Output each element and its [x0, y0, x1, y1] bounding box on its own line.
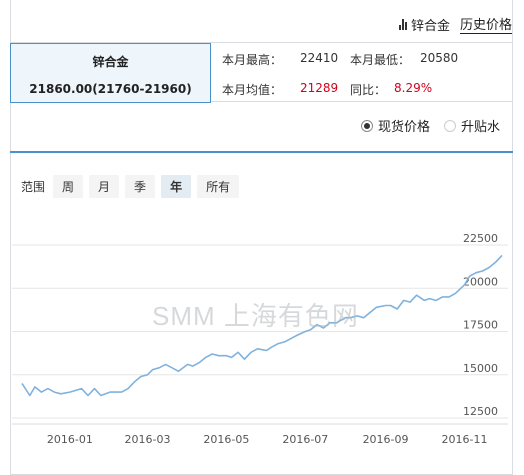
radio-premium-label: 升贴水: [460, 120, 500, 135]
radio-premium[interactable]: 升贴水: [443, 116, 500, 135]
x-tick-label: 2016-07: [282, 433, 328, 446]
bar-chart-icon: [398, 18, 407, 30]
range-year-button[interactable]: 年: [161, 175, 192, 198]
metal-link[interactable]: 锌合金: [398, 15, 450, 34]
range-all-button[interactable]: 所有: [197, 175, 240, 198]
section-divider: [10, 151, 513, 153]
range-week-button[interactable]: 周: [53, 175, 84, 198]
price-type-selector: 现货价格 升贴水: [360, 116, 500, 135]
month-avg-value: 21289: [300, 81, 339, 95]
month-low-value: 20580: [420, 51, 459, 65]
metal-name: 锌合金: [92, 55, 129, 69]
range-selector: 范围 周 月 季 年 所有: [21, 175, 245, 198]
price-series-line: [21, 254, 503, 397]
spot-price: 21860.00(21760-21960): [29, 82, 192, 96]
month-high-label: 本月最高：: [222, 53, 283, 67]
radio-spot-price[interactable]: 现货价格: [360, 116, 430, 135]
range-month-button[interactable]: 月: [89, 175, 120, 198]
range-label: 范围: [21, 180, 46, 194]
month-high-value: 22410: [300, 51, 339, 65]
y-tick-label: 22500: [463, 232, 498, 245]
radio-unchecked-icon: [443, 119, 456, 132]
watermark: SMM 上海有色网: [152, 301, 359, 331]
range-quarter-button[interactable]: 季: [125, 175, 156, 198]
yoy-label: 同比：: [350, 83, 387, 97]
history-price-link[interactable]: 历史价格: [459, 14, 512, 34]
x-tick-label: 2016-09: [363, 433, 409, 446]
price-line-chart: 12500 15000 17500 20000 22500 2016-01 2016-03 2…: [12, 232, 508, 446]
x-tick-label: 2016-05: [203, 433, 249, 446]
yoy-value: 8.29%: [394, 81, 433, 95]
metal-price-box: 锌合金 21860.00(21760-21960): [10, 43, 211, 103]
radio-spot-label: 现货价格: [377, 120, 430, 135]
month-low-label: 本月最低：: [350, 53, 411, 67]
y-tick-label: 17500: [463, 319, 498, 332]
x-tick-label: 2016-03: [125, 433, 171, 446]
x-tick-label: 2016-11: [441, 433, 487, 446]
metal-link-label: 锌合金: [410, 18, 450, 34]
top-links: 锌合金 历史价格: [398, 14, 512, 34]
month-avg-label: 本月均值：: [222, 83, 283, 97]
radio-checked-icon: [360, 119, 373, 132]
y-tick-label: 20000: [463, 275, 498, 288]
x-tick-label: 2016-01: [47, 433, 93, 446]
y-tick-label: 15000: [463, 362, 498, 375]
price-summary: 锌合金 21860.00(21760-21960) 本月最高： 22410 本月…: [10, 42, 513, 103]
y-tick-label: 12500: [463, 405, 498, 418]
